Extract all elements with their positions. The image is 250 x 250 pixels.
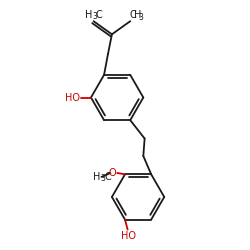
Text: O: O bbox=[109, 168, 116, 178]
Text: H: H bbox=[85, 10, 92, 20]
Text: HO: HO bbox=[65, 92, 80, 102]
Text: 3: 3 bbox=[138, 13, 143, 22]
Text: HO: HO bbox=[121, 232, 136, 241]
Text: C: C bbox=[96, 10, 102, 20]
Text: C: C bbox=[130, 10, 136, 20]
Text: H: H bbox=[134, 10, 141, 20]
Text: H: H bbox=[93, 172, 101, 182]
Text: C: C bbox=[104, 172, 111, 182]
Text: 3: 3 bbox=[92, 12, 97, 21]
Text: 3: 3 bbox=[101, 174, 105, 183]
